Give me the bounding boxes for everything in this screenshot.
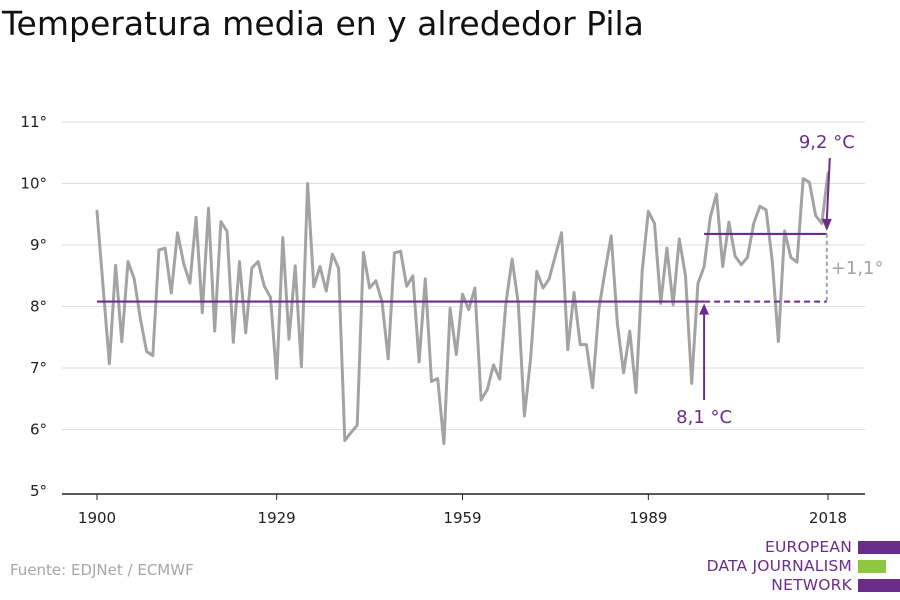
logo-bar-green (858, 560, 886, 573)
logo-line-network: NETWORK (771, 576, 852, 594)
recent-value-label: 9,2 °C (799, 132, 855, 153)
x-tick-label: 1959 (443, 509, 481, 527)
difference-label: +1,1° (831, 258, 884, 279)
source-note: Fuente: EDJNet / ECMWF (10, 561, 194, 579)
x-tick-label: 2018 (809, 509, 847, 527)
y-tick-label: 9° (30, 236, 47, 254)
series-line (95, 171, 830, 446)
baseline-value-label: 8,1 °C (676, 407, 732, 428)
logo-line-data-journalism: DATA JOURNALISM (706, 557, 852, 575)
arrow-head-recent (821, 218, 832, 231)
annotations: +1,1° 8,1 °C 9,2 °C (676, 132, 883, 428)
x-tick-label: 1989 (629, 509, 667, 527)
x-tick-label: 1900 (78, 509, 116, 527)
arrow-head-baseline (699, 303, 710, 315)
reference-lines (97, 232, 828, 303)
logo-bar-purple-top (858, 541, 900, 554)
x-tick-label: 1929 (258, 509, 296, 527)
y-tick-label: 8° (30, 298, 47, 316)
y-tick-label: 5° (30, 482, 47, 500)
y-tick-label: 7° (30, 359, 47, 377)
chart-title: Temperatura media en y alrededor Pila (2, 4, 644, 43)
y-axis-tick-labels: 5° 6° 7° 8° 9° 10° 11° (20, 113, 47, 500)
edjnet-logo: EUROPEAN DATA JOURNALISM NETWORK (700, 538, 900, 598)
gridlines (62, 121, 865, 430)
temperature-series (95, 171, 830, 446)
y-tick-label: 11° (20, 113, 47, 131)
x-axis: 1900 1929 1959 1989 2018 (62, 493, 865, 527)
logo-bar-purple-bottom (858, 579, 900, 592)
y-tick-label: 6° (30, 421, 47, 439)
arrow-shaft-recent (825, 157, 831, 220)
y-tick-label: 10° (20, 175, 47, 193)
logo-line-european: EUROPEAN (764, 538, 852, 556)
